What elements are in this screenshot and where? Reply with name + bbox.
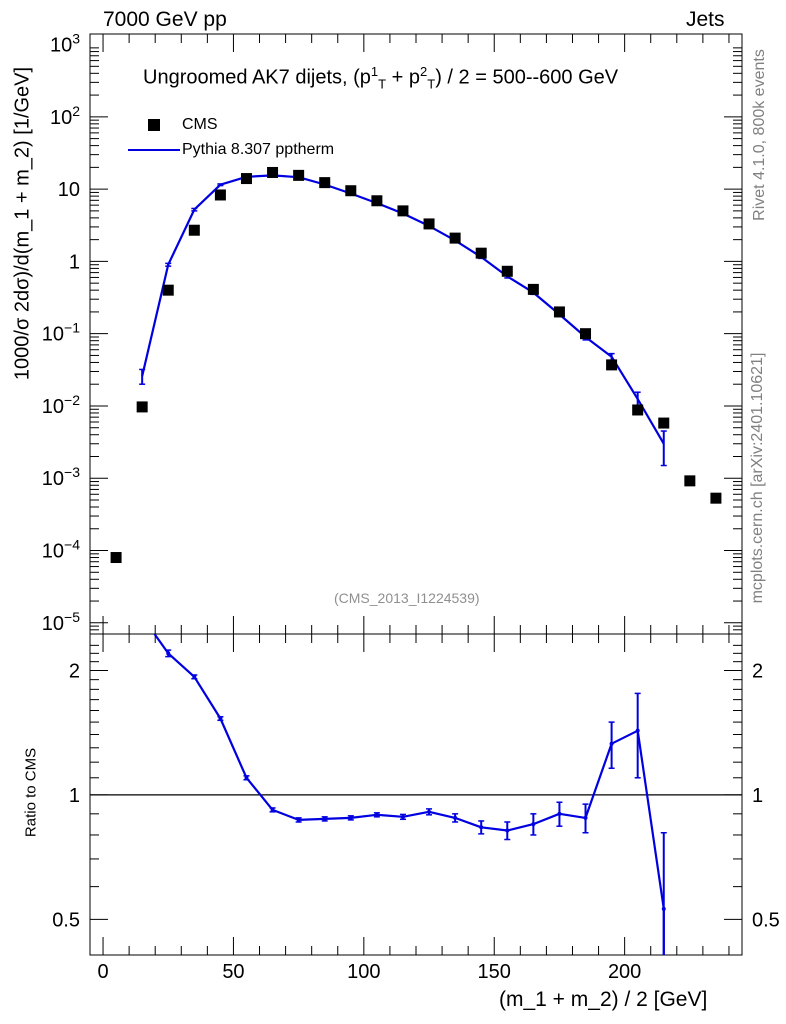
ratio-y-tick-label-right: 0.5: [752, 909, 780, 931]
legend-label-pythia: Pythia 8.307 pptherm: [182, 140, 335, 158]
ratio-plot-area: [140, 615, 667, 955]
ratio-y-tick-label-left: 1: [69, 785, 80, 807]
cms-data-point: [162, 284, 174, 296]
cms-data-point: [345, 185, 357, 197]
cms-data-point: [475, 247, 487, 259]
main-y-tick-label: 10−1: [42, 320, 80, 346]
plot-title-sub2: T: [427, 76, 436, 92]
ratio-y-tick-label-right: 1: [752, 785, 763, 807]
plot-title-sub1: T: [378, 76, 387, 92]
cms-data-point: [527, 283, 539, 295]
cms-data-point: [267, 166, 279, 178]
main-plot-panel: 10−5 10−4 10−3 10−2 10−1 1 10 102 103: [42, 31, 743, 635]
main-y-tick-label: 10−4: [42, 537, 80, 563]
ratio-plot-panel: 0.5 0.5 1 1 2 2 0 50 100 150 200: [52, 615, 780, 983]
legend-label-cms: CMS: [182, 115, 218, 133]
legend-entry-cms: CMS: [126, 112, 334, 137]
main-y-tick-label: 103: [50, 31, 80, 57]
ratio-y-tick-label-left: 2: [69, 660, 80, 682]
ratio-y-axis-label: Ratio to CMS: [22, 747, 40, 838]
cms-data-point: [293, 169, 305, 181]
rivet-version-label: Rivet 4.1.0, 800k events: [751, 49, 768, 221]
plot-title-sup1: 1: [370, 64, 379, 79]
x-axis-label: (m_1 + m_2) / 2 [GeV]: [499, 988, 708, 1011]
main-y-tick-label: 102: [50, 103, 80, 129]
main-y-tick-label: 10−5: [42, 609, 80, 635]
cms-data-point: [632, 404, 644, 416]
energy-label: 7000 GeV pp: [103, 8, 227, 31]
x-tick-label: 50: [222, 961, 244, 983]
cms-data-point: [658, 417, 670, 429]
x-tick-label: 100: [347, 961, 380, 983]
cms-data-point: [606, 359, 618, 371]
plot-title-plus: + p: [386, 66, 421, 89]
ratio-point: [140, 615, 144, 619]
cms-data-point: [110, 552, 122, 564]
cms-data-point: [397, 205, 409, 217]
main-y-tick-label: 1: [69, 251, 80, 273]
legend-square-marker: [148, 118, 160, 131]
ratio-series-line: [153, 634, 665, 955]
plot-title-main: Ungroomed AK7 dijets, (p: [143, 66, 371, 89]
source-label: mcplots.cern.ch [arXiv:2401.10621]: [749, 352, 766, 604]
plot-title: Ungroomed AK7 dijets, (p1T + p2T) / 2 = …: [143, 64, 618, 92]
ratio-y-tick-label-left: 0.5: [52, 909, 80, 931]
category-label: Jets: [686, 8, 725, 31]
main-y-tick-label: 10−2: [42, 392, 80, 418]
cms-data-point: [423, 218, 435, 230]
cms-data-point: [449, 232, 461, 244]
cms-data-point: [710, 492, 722, 504]
cms-data-point: [214, 189, 226, 201]
cms-data-point: [371, 195, 383, 207]
analysis-id-label: (CMS_2013_I1224539): [334, 590, 480, 606]
x-tick-label: 0: [97, 961, 108, 983]
plot-title-tail: ) / 2 = 500--600 GeV: [435, 66, 619, 89]
legend-line-marker: [128, 148, 180, 151]
ratio-y-tick-label-right: 2: [752, 660, 763, 682]
cms-data-point: [580, 328, 592, 340]
main-y-tick-label: 10: [58, 179, 80, 201]
legend: CMS Pythia 8.307 pptherm: [126, 112, 334, 162]
plot-title-sup2: 2: [420, 64, 428, 79]
legend-entry-pythia: Pythia 8.307 pptherm: [126, 137, 334, 162]
cms-data-point: [188, 224, 200, 236]
cms-data-point: [684, 475, 696, 487]
main-plot-area: [110, 166, 722, 564]
x-tick-label: 150: [478, 961, 511, 983]
cms-data-point: [319, 177, 331, 189]
main-y-tick-label: 10−3: [42, 464, 80, 490]
cms-data-point: [136, 401, 148, 413]
cms-data-point: [553, 306, 565, 318]
x-tick-label: 200: [608, 961, 641, 983]
cms-data-point: [240, 173, 252, 185]
main-y-axis-label: 1000/σ 2dσ)/d(m_1 + m_2) [1/GeV]: [11, 66, 34, 381]
cms-data-point: [501, 265, 513, 277]
